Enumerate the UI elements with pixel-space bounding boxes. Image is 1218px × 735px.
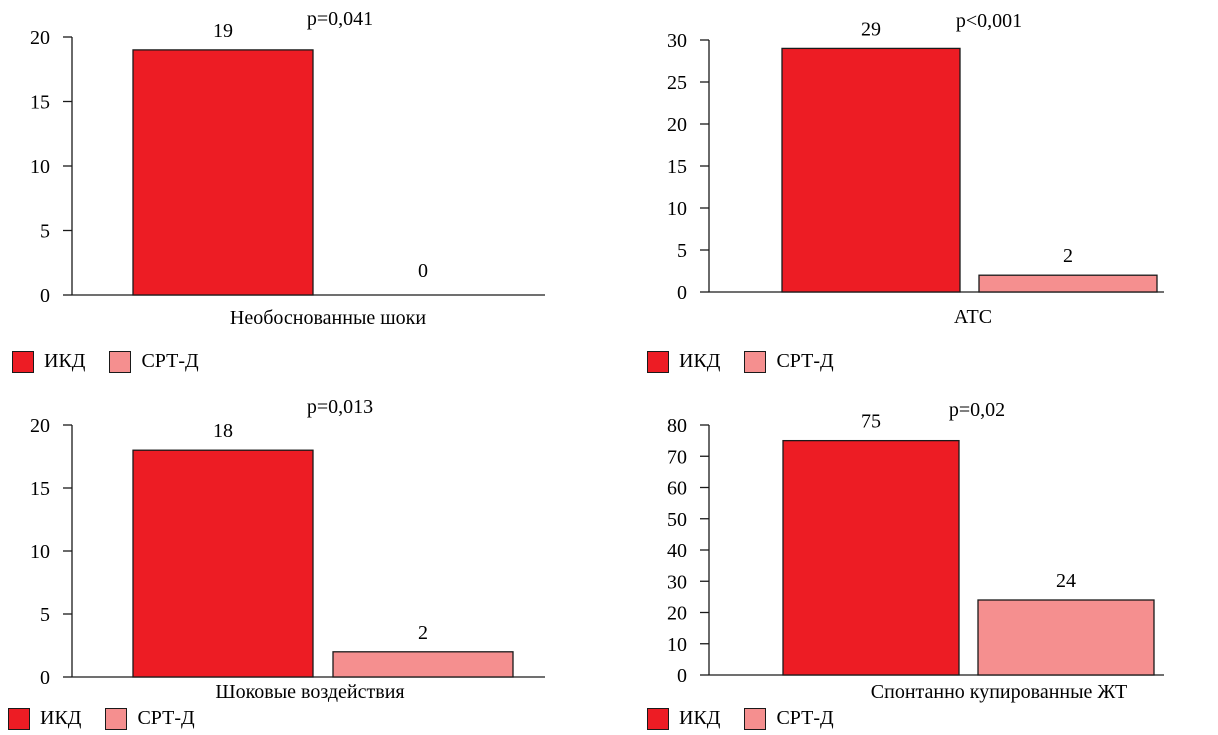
p-value-label: p<0,001 xyxy=(956,10,1022,32)
y-tick-label: 5 xyxy=(677,240,687,262)
chart-panel-atp: 0 5 10 15 20 25 30 29 2 p<0,001 АТС ИКД СРТ-Д xyxy=(609,0,1218,380)
p-value-label: p=0,013 xyxy=(307,396,373,418)
y-tick-label: 20 xyxy=(30,415,50,437)
x-category-label: Шоковые воздействия xyxy=(215,681,404,703)
y-tick-label: 70 xyxy=(667,446,687,468)
legend: ИКД СРТ-Д xyxy=(647,707,858,730)
y-tick-label: 5 xyxy=(40,221,50,243)
legend-swatch-icd xyxy=(12,350,34,373)
bar-value-label: 18 xyxy=(213,420,233,442)
legend-swatch-icd xyxy=(647,350,669,373)
y-tick-label: 0 xyxy=(677,282,687,304)
legend: ИКД СРТ-Д xyxy=(8,707,219,730)
bar-value-label: 29 xyxy=(861,18,881,40)
bar-chart: 0 5 10 15 20 19 0 p=0,041 Необоснованные шоки xyxy=(30,8,545,329)
y-tick-label: 10 xyxy=(667,634,687,656)
bar-value-label: 2 xyxy=(418,622,428,644)
bar-crt xyxy=(977,599,1155,676)
legend-label-icd: ИКД xyxy=(44,350,86,372)
chart-panel-shock-therapies: 0 5 10 15 20 18 2 p=0,013 Шоковые воздействия ИК… xyxy=(0,380,609,735)
x-category-label: Необоснованные шоки xyxy=(230,307,426,329)
y-tick-label: 20 xyxy=(667,114,687,136)
bar-crt xyxy=(332,651,514,678)
bar-icd xyxy=(132,49,314,296)
y-tick-label: 15 xyxy=(30,478,50,500)
chart-panel-self-terminated-vt: 0 10 20 30 40 50 60 70 80 75 24 p=0,02 Спонтанно куп… xyxy=(609,380,1218,735)
x-category-label: Спонтанно купированные ЖТ xyxy=(871,681,1127,703)
chart-panel-unjustified-shocks: 0 5 10 15 20 19 0 p=0,041 Необоснованные шоки ИК… xyxy=(0,0,609,380)
y-tick-label: 0 xyxy=(677,665,687,687)
bar-value-label: 24 xyxy=(1056,570,1076,592)
bar-icd xyxy=(781,47,961,293)
legend-swatch-crt xyxy=(744,707,767,730)
legend-label-crt: СРТ-Д xyxy=(137,707,195,729)
legend-swatch-crt xyxy=(105,707,128,730)
y-tick-label: 20 xyxy=(667,603,687,625)
y-tick-label: 10 xyxy=(30,156,50,178)
legend-swatch-crt xyxy=(744,350,767,373)
y-tick-label: 25 xyxy=(667,72,687,94)
y-tick-label: 10 xyxy=(30,541,50,563)
y-tick-label: 80 xyxy=(667,415,687,437)
y-tick-label: 10 xyxy=(667,198,687,220)
y-tick-label: 60 xyxy=(667,478,687,500)
legend: ИКД СРТ-Д xyxy=(12,350,223,373)
y-tick-label: 0 xyxy=(40,285,50,307)
legend-label-icd: ИКД xyxy=(679,350,721,372)
bar-icd xyxy=(132,449,314,678)
y-tick-label: 0 xyxy=(40,667,50,689)
y-tick-label: 40 xyxy=(667,540,687,562)
y-tick-label: 15 xyxy=(30,92,50,114)
bar-crt xyxy=(978,274,1158,293)
bar-chart: 0 5 10 15 20 18 2 p=0,013 Шоковые воздействия xyxy=(30,396,545,703)
y-tick-label: 15 xyxy=(667,156,687,178)
bar-chart: 0 10 20 30 40 50 60 70 80 75 24 p=0,02 Спонтанно куп… xyxy=(667,399,1164,703)
y-tick-label: 20 xyxy=(30,27,50,49)
bar-value-label: 2 xyxy=(1063,245,1073,267)
legend-label-icd: ИКД xyxy=(679,707,721,729)
legend-label-icd: ИКД xyxy=(40,707,82,729)
bar-value-label: 19 xyxy=(213,20,233,42)
bar-value-label: 75 xyxy=(861,411,881,433)
y-tick-label: 50 xyxy=(667,509,687,531)
bar-value-label: 0 xyxy=(418,260,428,282)
legend-label-crt: СРТ-Д xyxy=(141,350,199,372)
legend: ИКД СРТ-Д xyxy=(647,350,858,373)
legend-swatch-icd xyxy=(8,707,30,730)
legend-swatch-crt xyxy=(109,350,132,373)
legend-swatch-icd xyxy=(647,707,669,730)
y-tick-label: 30 xyxy=(667,571,687,593)
x-category-label: АТС xyxy=(954,306,992,328)
p-value-label: p=0,02 xyxy=(949,399,1005,421)
p-value-label: p=0,041 xyxy=(307,8,373,30)
y-tick-label: 5 xyxy=(40,604,50,626)
bar-chart: 0 5 10 15 20 25 30 29 2 p<0,001 АТС xyxy=(667,10,1164,328)
bar-icd xyxy=(782,439,960,676)
legend-label-crt: СРТ-Д xyxy=(776,707,834,729)
legend-label-crt: СРТ-Д xyxy=(776,350,834,372)
y-tick-label: 30 xyxy=(667,30,687,52)
